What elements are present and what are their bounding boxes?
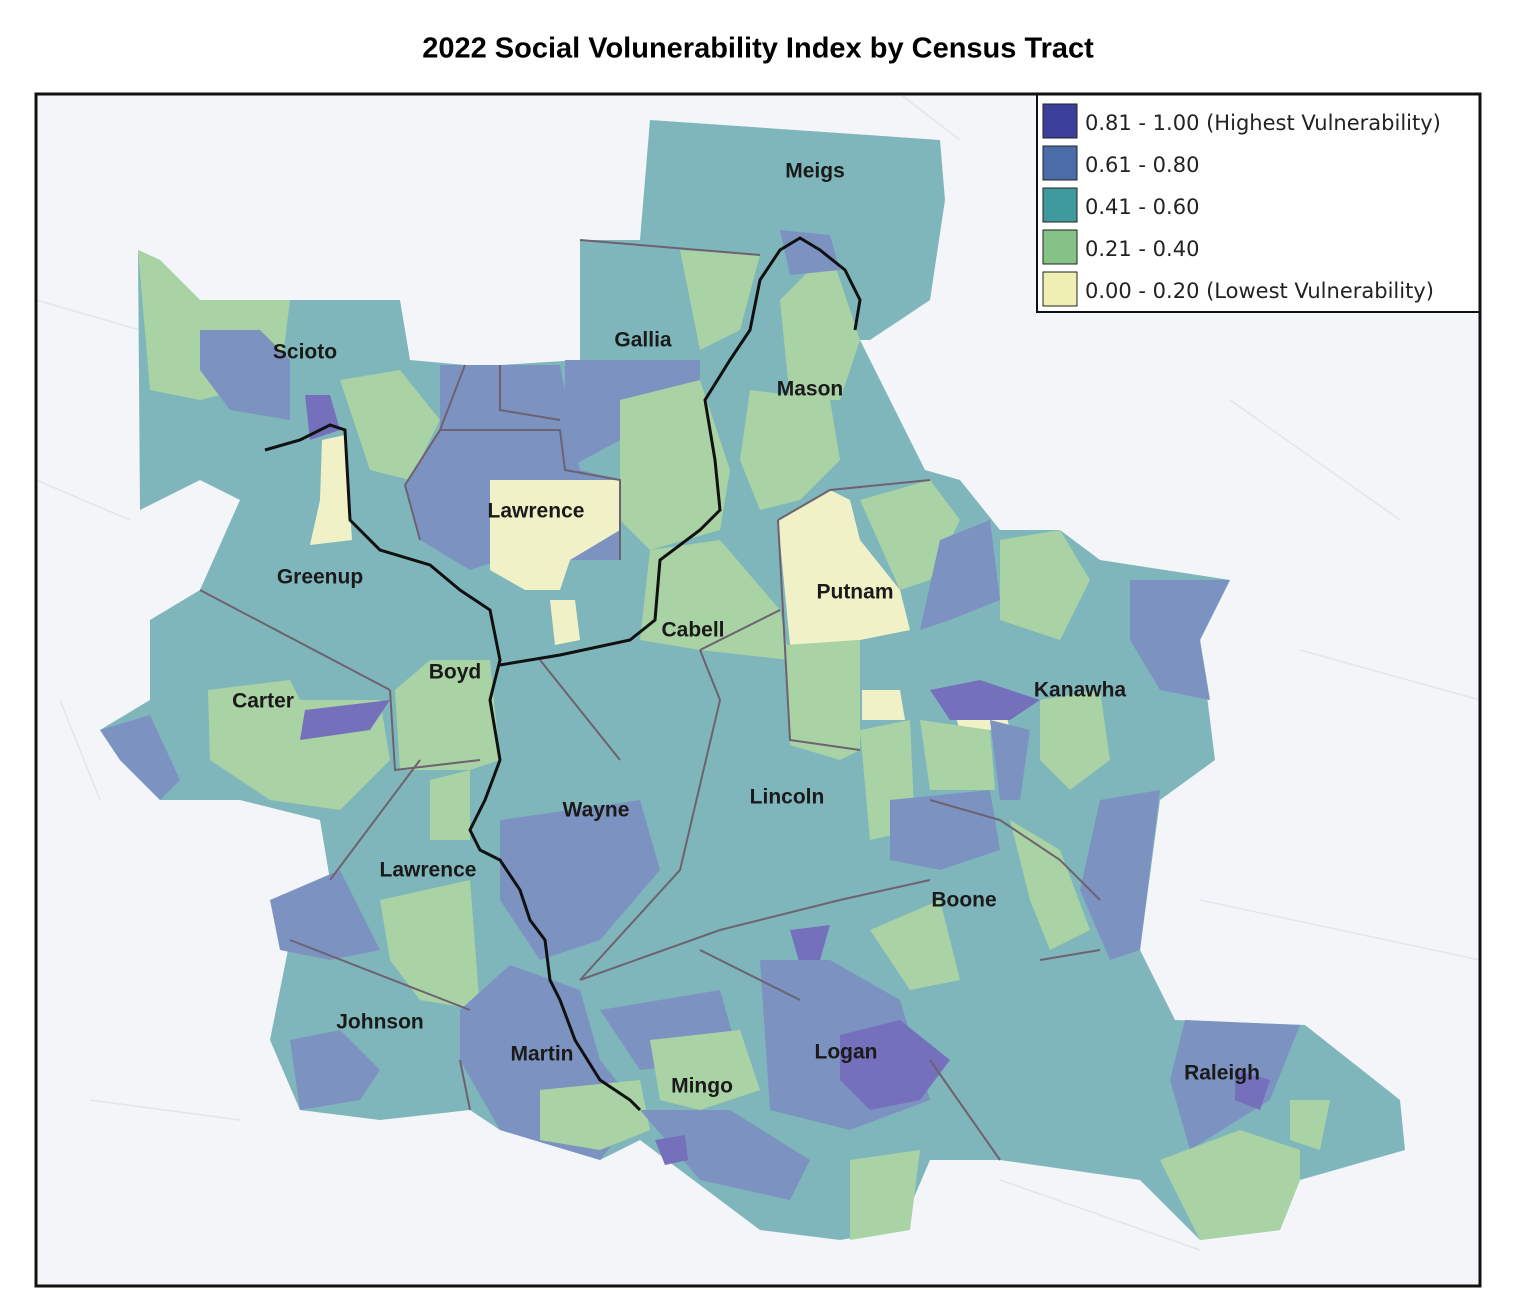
tract-shapes	[100, 120, 1405, 1240]
county-label: Johnson	[336, 1011, 424, 1034]
ohio-river	[264, 236, 862, 1112]
county-label: Gallia	[614, 329, 672, 352]
legend-label: 0.61 - 0.80	[1085, 153, 1199, 177]
county-label: Lawrence	[488, 500, 585, 523]
legend-label: 0.21 - 0.40	[1085, 237, 1199, 261]
county-label: Putnam	[816, 581, 893, 604]
legend-label: 0.41 - 0.60	[1085, 195, 1199, 219]
map-frame	[34, 92, 1482, 1288]
county-borders	[199, 239, 1101, 1161]
county-label: Greenup	[277, 566, 363, 589]
county-label: Mason	[777, 378, 844, 401]
legend-swatch	[1042, 187, 1078, 223]
county-label: Boone	[931, 889, 996, 912]
county-label: Raleigh	[1184, 1062, 1260, 1085]
county-labels: Meigs Scioto Gallia Mason Lawrence Putna…	[232, 160, 1260, 1098]
legend-swatch	[1042, 103, 1078, 139]
county-label: Wayne	[563, 799, 630, 822]
county-label: Carter	[232, 690, 294, 713]
county-label: Boyd	[429, 661, 482, 684]
legend-swatch	[1042, 145, 1078, 181]
county-label: Meigs	[785, 160, 845, 183]
map-title: 2022 Social Volunerability Index by Cens…	[422, 33, 1094, 65]
county-label: Kanawha	[1034, 679, 1127, 702]
legend: 0.81 - 1.00 (Highest Vulnerability) 0.61 …	[1036, 93, 1481, 313]
county-label: Lawrence	[380, 859, 477, 882]
legend-swatch	[1042, 229, 1078, 265]
legend-label: 0.81 - 1.00 (Highest Vulnerability)	[1085, 111, 1441, 135]
county-label: Logan	[815, 1041, 878, 1064]
basemap-lines	[35, 93, 1481, 1251]
county-label: Scioto	[273, 341, 337, 364]
county-label: Martin	[511, 1043, 574, 1066]
county-label: Mingo	[671, 1075, 733, 1098]
county-label: Lincoln	[750, 786, 825, 809]
legend-label: 0.00 - 0.20 (Lowest Vulnerability)	[1085, 279, 1434, 303]
legend-swatch	[1042, 271, 1078, 307]
county-label: Cabell	[661, 619, 724, 642]
